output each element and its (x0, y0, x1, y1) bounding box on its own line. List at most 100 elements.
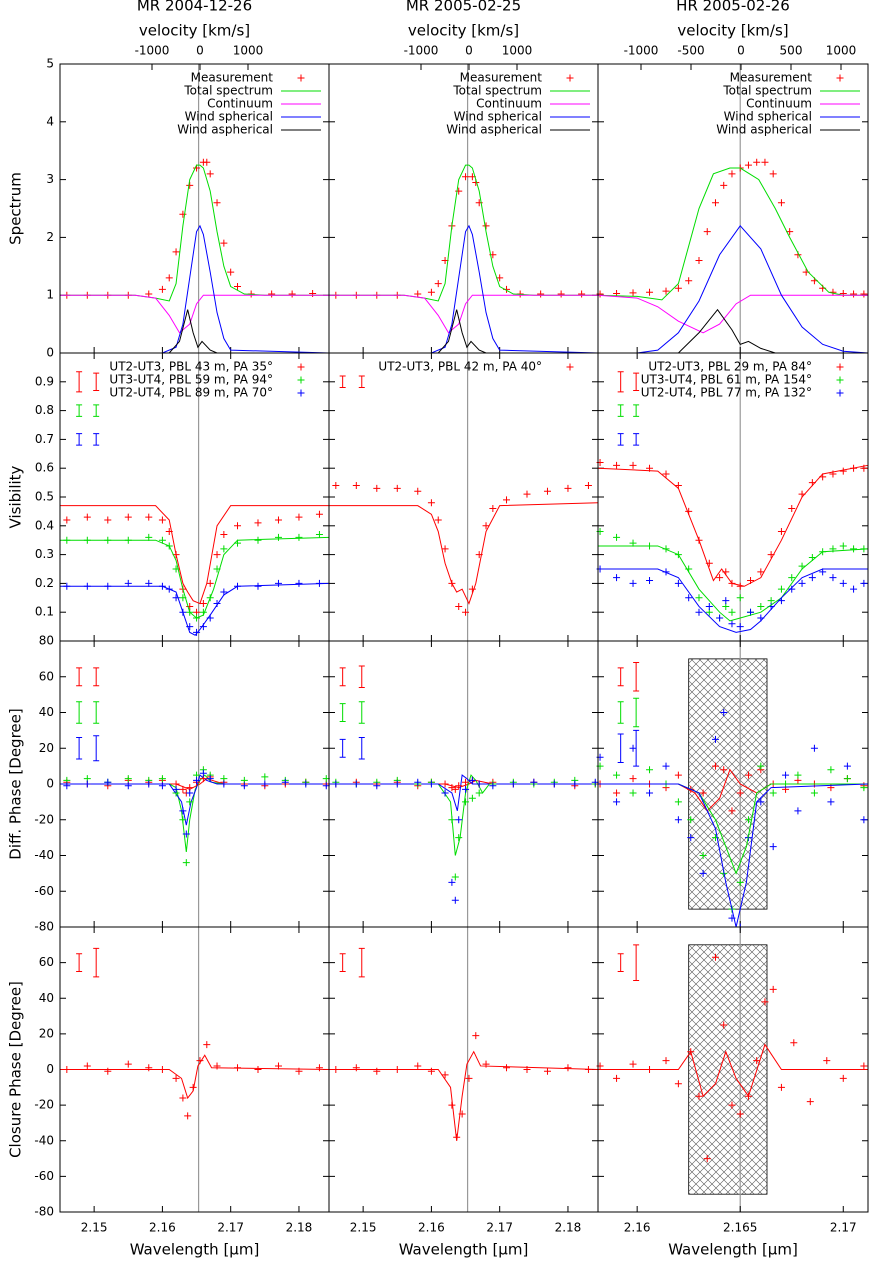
x2-tick-label: 0 (737, 44, 745, 58)
data-point (451, 896, 459, 904)
data-point (393, 484, 401, 492)
data-point (769, 789, 777, 797)
error-bar (358, 665, 365, 688)
data-point (843, 775, 851, 783)
data-point (662, 1057, 670, 1065)
error-bar (93, 433, 100, 446)
data-point (584, 1066, 592, 1073)
data-point (393, 1066, 401, 1073)
data-point (695, 1092, 703, 1100)
x-axis-label: Wavelength [μm] (130, 1241, 260, 1259)
data-point (613, 771, 621, 779)
data-point (674, 771, 682, 779)
data-point (158, 1066, 166, 1073)
data-point (699, 852, 707, 859)
y-tick-label: 80 (39, 634, 54, 648)
x2-tick-label: 1000 (502, 44, 533, 58)
data-point (373, 782, 381, 790)
data-point (711, 834, 719, 842)
error-bar (93, 701, 100, 724)
error-bar (93, 735, 100, 762)
legend-swatch (836, 363, 844, 371)
data-point (124, 1060, 132, 1068)
data-point (674, 284, 682, 292)
error-bar (339, 375, 346, 389)
data-point (777, 528, 785, 536)
data-point (455, 816, 463, 824)
error-bar (633, 944, 640, 981)
data-point (839, 1074, 847, 1082)
legend-swatch (297, 389, 305, 397)
data-point (451, 785, 459, 793)
data-point (213, 199, 221, 207)
data-point (172, 785, 180, 793)
data-point (629, 744, 637, 752)
legend-label: UT2-UT4, PBL 77 m, PA 132° (641, 386, 812, 400)
x-tick-label: 2.17 (217, 1221, 244, 1235)
data-point (685, 277, 693, 285)
data-point (268, 290, 276, 298)
data-point (543, 487, 551, 495)
data-point (662, 470, 670, 478)
data-point (186, 789, 194, 797)
data-point (550, 780, 558, 788)
column-title: MR 2004-12-26 (137, 0, 252, 15)
data-point (83, 1062, 91, 1070)
data-point (646, 577, 654, 585)
data-point (761, 158, 769, 166)
data-point (254, 1066, 262, 1073)
data-point (462, 798, 470, 806)
data-point (705, 602, 713, 610)
data-point (728, 608, 736, 616)
data-point (482, 522, 490, 530)
model-line (597, 464, 869, 587)
data-point (827, 766, 835, 774)
error-bar (339, 667, 346, 687)
error-bar (93, 667, 100, 687)
y-tick-label: 40 (39, 705, 54, 719)
data-point (203, 158, 211, 166)
data-point (687, 834, 695, 842)
data-point (711, 735, 719, 743)
data-point (482, 1060, 490, 1068)
y-tick-label: 2 (46, 230, 54, 244)
data-point (674, 579, 682, 587)
data-point (646, 789, 654, 797)
data-point (613, 789, 621, 797)
data-point (757, 762, 765, 770)
error-bar (93, 372, 100, 391)
x2-axis-label: velocity [km/s] (139, 22, 250, 40)
data-point (455, 782, 463, 790)
data-point (145, 513, 153, 521)
data-point (475, 780, 483, 788)
y-tick-label: 0 (46, 346, 54, 360)
data-point (315, 510, 323, 518)
data-point (523, 490, 531, 498)
data-point (206, 170, 214, 178)
data-point (716, 574, 724, 582)
data-point (790, 1039, 798, 1047)
x2-tick-label: -1000 (624, 44, 659, 58)
error-bar (339, 703, 346, 722)
data-point (158, 536, 166, 544)
model-line (60, 582, 330, 636)
data-point (674, 798, 682, 806)
data-point (646, 766, 654, 774)
data-point (83, 780, 91, 788)
data-point (757, 602, 765, 610)
data-point (728, 1101, 736, 1109)
data-point (295, 533, 303, 541)
data-point (315, 530, 323, 538)
x2-tick-label: 0 (196, 44, 204, 58)
data-point (179, 210, 187, 218)
data-point (475, 789, 483, 797)
data-point (124, 513, 132, 521)
data-point (744, 816, 752, 824)
y-tick-label: 0.3 (35, 547, 54, 561)
y-axis-label: Spectrum (7, 172, 25, 245)
data-point (629, 579, 637, 587)
data-point (448, 878, 456, 886)
error-bar (76, 953, 83, 973)
